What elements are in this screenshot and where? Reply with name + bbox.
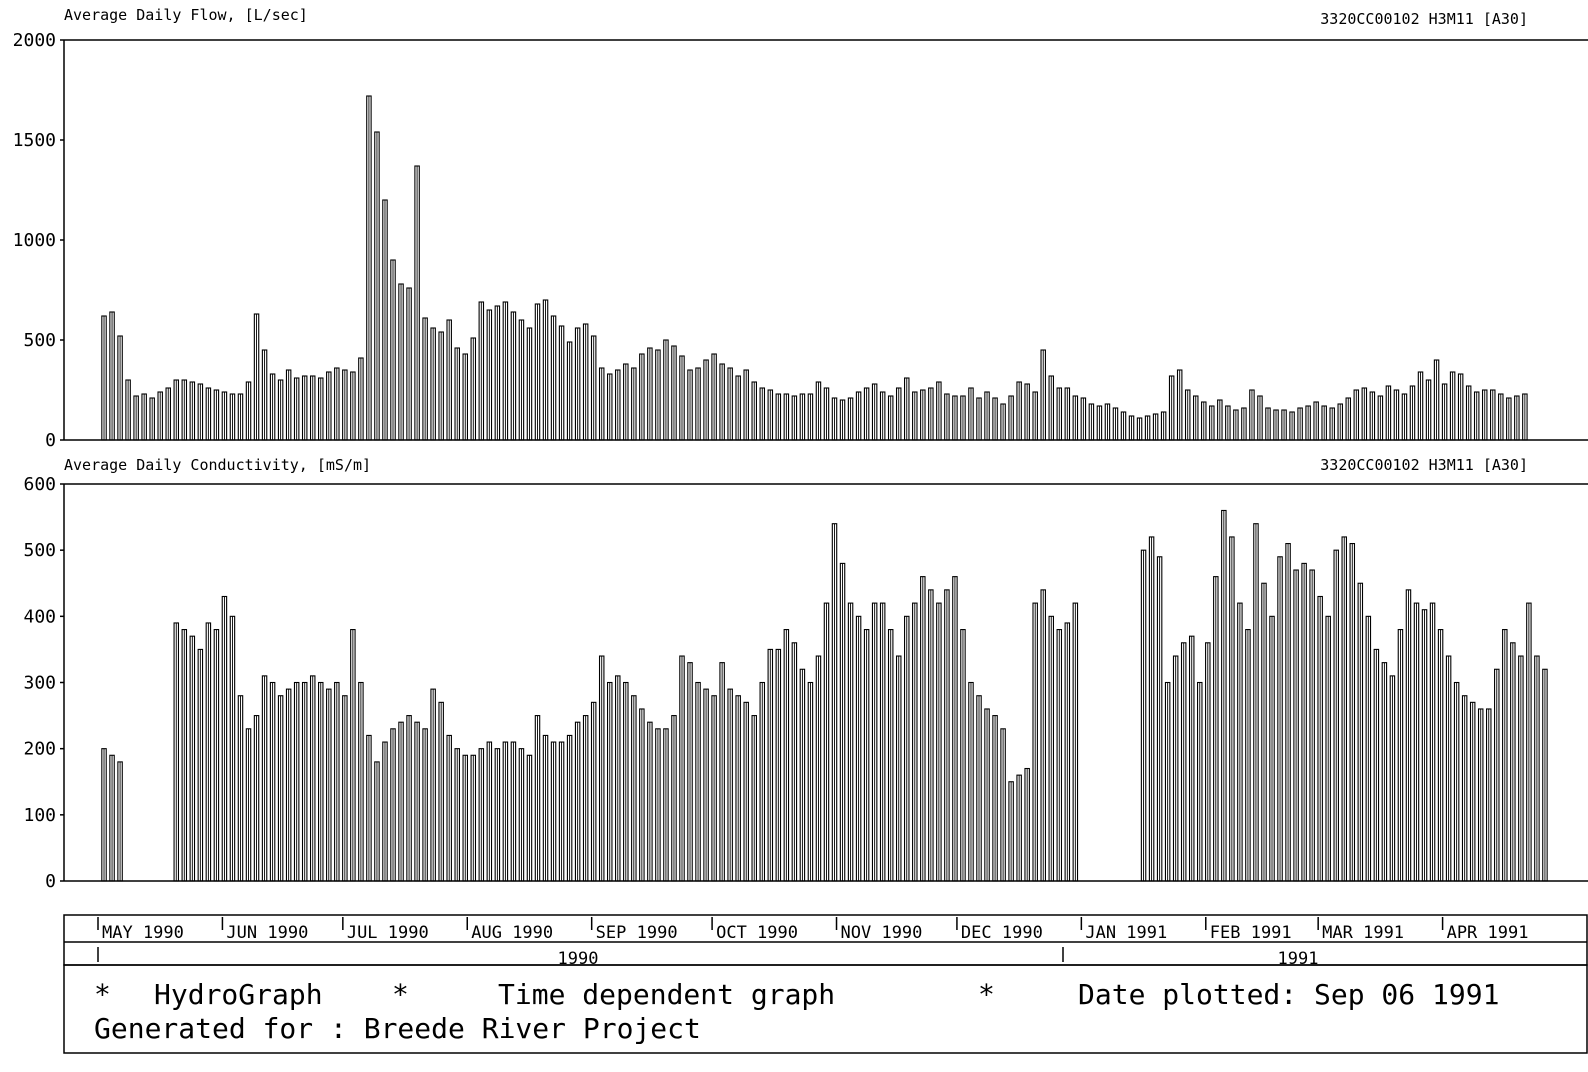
flow-tick-label: 1500 (13, 130, 56, 151)
month-label: AUG 1990 (471, 923, 553, 943)
conductivity-y-ticks: 0 100 200 300 400 500 600 (23, 474, 64, 892)
footer-box: * HydroGraph * Time dependent graph * Da… (63, 964, 1588, 1054)
month-labels: MAY 1990 JUN 1990 JUL 1990 AUG 1990 SEP 1990… (97, 917, 1529, 943)
month-label: MAR 1991 (1322, 923, 1404, 943)
conductivity-tick-label: 300 (23, 673, 56, 694)
conductivity-tick-label: 600 (23, 474, 56, 495)
month-label: JUL 1990 (347, 923, 429, 943)
conductivity-panel: Average Daily Conductivity, [mS/m] 3320C… (23, 456, 1588, 892)
footer-star-1: * (94, 978, 111, 1011)
conductivity-bars (101, 509, 1548, 882)
generated-for: Generated for : Breede River Project (94, 1012, 701, 1045)
flow-y-ticks: 0 500 1000 1500 2000 (13, 30, 64, 451)
date-plotted: Date plotted: Sep 06 1991 (1078, 978, 1499, 1011)
conductivity-station-id: 3320CC00102 H3M11 [A30] (1320, 456, 1528, 474)
month-label: OCT 1990 (716, 923, 798, 943)
footer-frame (63, 964, 1588, 1054)
conductivity-tick-label: 100 (23, 805, 56, 826)
year-label-1991: 1991 (1278, 949, 1319, 969)
flow-panel: Average Daily Flow, [L/sec] 3320CC00102 … (13, 6, 1588, 451)
conductivity-title: Average Daily Conductivity, [mS/m] (64, 456, 371, 474)
year-label-1990: 1990 (558, 949, 599, 969)
footer-star-3: * (978, 978, 995, 1011)
flow-station-id: 3320CC00102 H3M11 [A30] (1320, 10, 1528, 28)
conductivity-tick-label: 400 (23, 606, 56, 627)
flow-tick-label: 2000 (13, 30, 56, 51)
month-label: JAN 1991 (1085, 923, 1167, 943)
conductivity-tick-label: 500 (23, 540, 56, 561)
month-label: DEC 1990 (961, 923, 1043, 943)
flow-bars (101, 95, 1528, 441)
month-label: SEP 1990 (596, 923, 678, 943)
conductivity-tick-label: 0 (45, 871, 56, 892)
footer-star-2: * (392, 978, 409, 1011)
flow-tick-label: 1000 (13, 230, 56, 251)
conductivity-tick-label: 200 (23, 739, 56, 760)
flow-tick-label: 0 (45, 430, 56, 451)
flow-tick-label: 500 (23, 330, 56, 351)
month-label: FEB 1991 (1210, 923, 1292, 943)
month-label: APR 1991 (1447, 923, 1529, 943)
month-label: JUN 1990 (226, 923, 308, 943)
month-label: NOV 1990 (841, 923, 923, 943)
time-axis: MAY 1990 JUN 1990 JUL 1990 AUG 1990 SEP 1990… (63, 914, 1588, 969)
month-label: MAY 1990 (102, 923, 184, 943)
graph-type: Time dependent graph (498, 978, 835, 1011)
program-name: HydroGraph (154, 978, 323, 1011)
flow-title: Average Daily Flow, [L/sec] (64, 6, 308, 24)
